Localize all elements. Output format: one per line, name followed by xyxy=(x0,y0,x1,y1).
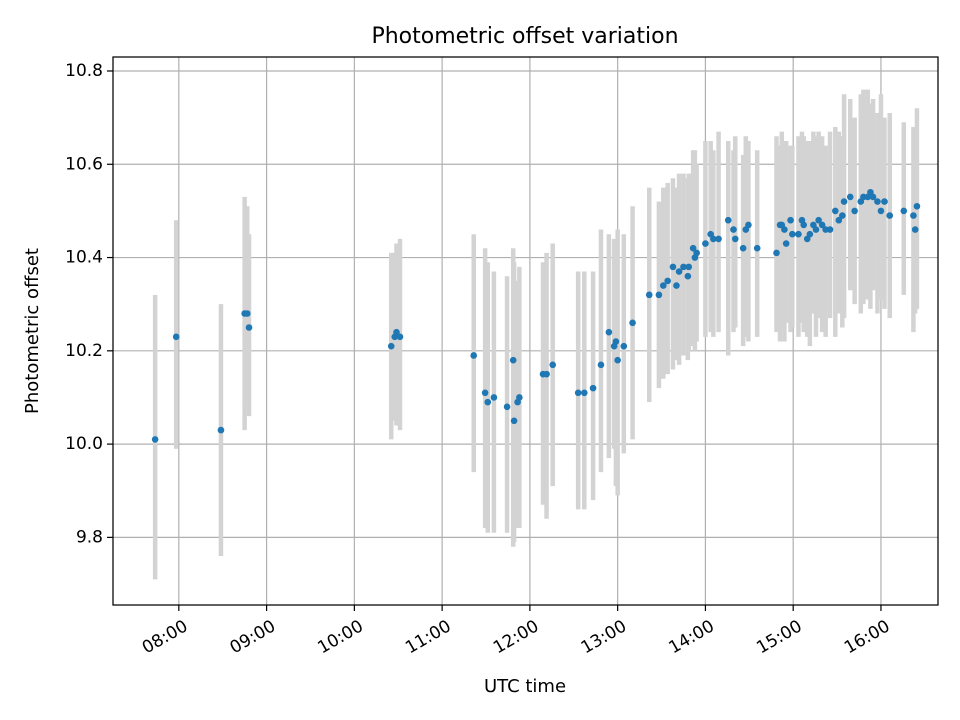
data-point xyxy=(731,235,739,243)
data-point xyxy=(800,221,808,229)
data-point xyxy=(851,207,858,215)
data-point xyxy=(509,356,517,364)
data-point xyxy=(724,216,732,224)
data-point xyxy=(664,277,671,285)
data-point xyxy=(490,394,498,401)
data-point xyxy=(715,235,722,243)
data-point xyxy=(655,291,663,299)
data-point xyxy=(877,207,885,215)
data-point xyxy=(745,221,752,229)
data-point xyxy=(151,436,159,443)
data-point xyxy=(693,249,700,257)
data-point xyxy=(217,426,225,434)
y-tick-label: 10.0 xyxy=(65,434,103,454)
data-point xyxy=(605,328,613,336)
data-point xyxy=(396,333,404,341)
data-point xyxy=(911,226,919,233)
y-tick-label: 10.8 xyxy=(65,61,103,81)
y-tick-label: 10.2 xyxy=(65,341,103,361)
data-point xyxy=(710,235,717,243)
data-point xyxy=(886,212,894,219)
data-point xyxy=(753,244,761,252)
data-point xyxy=(781,226,788,233)
plot-frame xyxy=(112,56,939,606)
data-point xyxy=(689,244,697,252)
data-point xyxy=(739,244,747,252)
data-point xyxy=(702,240,709,247)
data-point xyxy=(612,338,620,345)
y-tick-label: 9.8 xyxy=(76,527,103,547)
data-point xyxy=(589,384,597,392)
data-point xyxy=(680,263,687,271)
data-point xyxy=(543,370,550,378)
data-point xyxy=(900,207,908,215)
data-point xyxy=(675,268,683,275)
data-point xyxy=(393,328,400,336)
data-point xyxy=(470,352,478,359)
data-point xyxy=(503,403,511,411)
data-point xyxy=(245,324,253,331)
data-point xyxy=(869,193,877,201)
data-point xyxy=(815,216,822,224)
data-point xyxy=(516,394,523,401)
data-point xyxy=(795,230,802,238)
data-point xyxy=(685,263,693,271)
data-point xyxy=(782,240,790,247)
data-point xyxy=(789,230,796,238)
data-point xyxy=(812,226,820,233)
data-point xyxy=(913,202,921,210)
chart-title: Photometric offset variation xyxy=(371,24,678,49)
data-point xyxy=(669,263,677,271)
data-point xyxy=(574,389,582,397)
data-point xyxy=(597,361,605,369)
data-point xyxy=(832,207,839,215)
data-point xyxy=(659,282,667,289)
data-point xyxy=(629,319,636,327)
data-point xyxy=(614,356,621,364)
data-point xyxy=(243,310,251,317)
data-point xyxy=(481,389,489,397)
data-point xyxy=(839,212,846,219)
y-axis-ticks: 9.8 10.0 10.2 10.4 10.6 10.8 xyxy=(65,61,113,547)
data-point xyxy=(387,342,395,350)
x-axis-label: UTC time xyxy=(484,676,566,697)
data-points xyxy=(151,188,921,443)
y-axis-label: Photometric offset xyxy=(22,248,43,414)
data-point xyxy=(510,417,518,425)
data-point xyxy=(881,198,888,205)
data-point xyxy=(806,230,814,238)
y-tick-label: 10.4 xyxy=(65,248,103,268)
data-point xyxy=(874,198,881,205)
data-point xyxy=(773,249,780,257)
data-point xyxy=(581,389,588,397)
data-point xyxy=(730,226,737,233)
data-point xyxy=(620,342,628,350)
data-point xyxy=(645,291,653,299)
data-point xyxy=(818,221,826,229)
data-point xyxy=(484,398,492,406)
data-point xyxy=(549,361,557,369)
data-point xyxy=(826,226,834,233)
data-point xyxy=(172,333,180,341)
data-point xyxy=(835,216,843,224)
data-point xyxy=(787,216,794,224)
data-point xyxy=(910,212,917,219)
data-point xyxy=(846,193,854,201)
data-point xyxy=(673,282,680,289)
data-point xyxy=(840,198,848,205)
data-point xyxy=(684,272,692,280)
y-tick-label: 10.6 xyxy=(65,154,103,174)
